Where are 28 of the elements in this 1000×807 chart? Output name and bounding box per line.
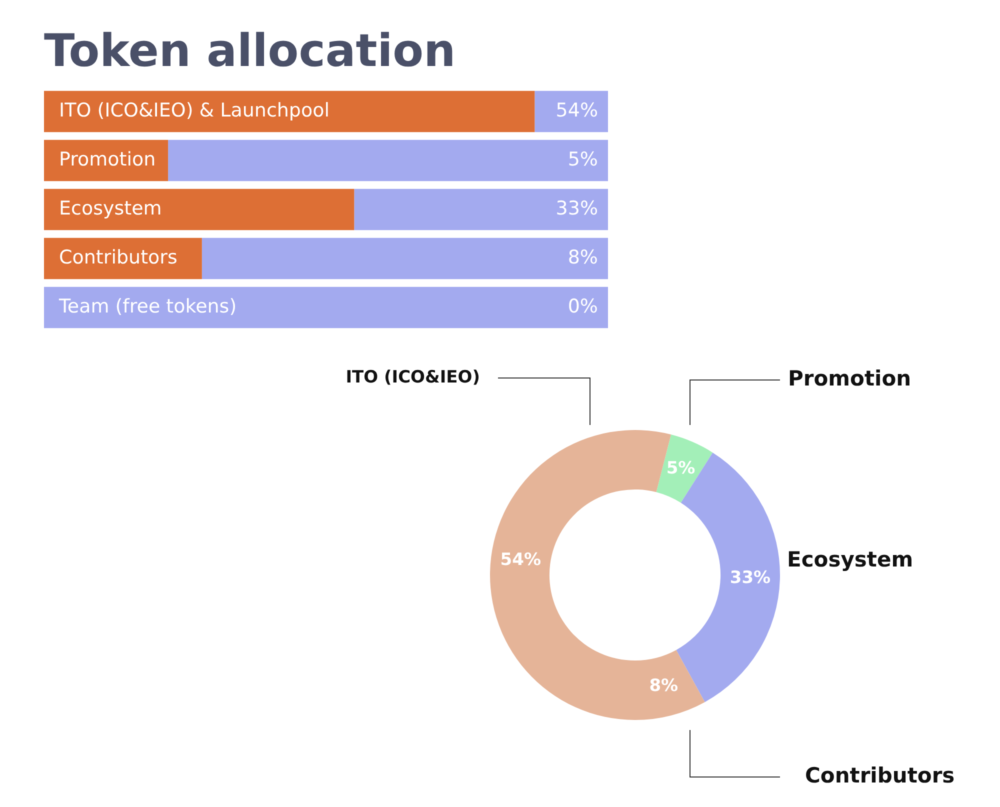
y-tick-label: Ecosystem [59,197,162,220]
annotation: 8% [568,246,598,268]
y-tick-label: Contributors [59,246,178,268]
annotation: 54% [556,99,598,122]
annotation: 33% [556,197,598,220]
annotation: 0% [568,295,598,318]
bar [44,286,608,328]
bar [44,90,535,132]
bar [44,238,202,280]
bar [44,188,354,230]
bar [44,140,168,182]
slice-label: Promotion [788,366,912,390]
data-label: 8% [649,676,678,696]
bar [168,140,608,182]
slice-label: Contributors [805,763,955,788]
bar [202,238,608,280]
slice-label: Ecosystem [787,547,914,572]
y-tick-label: ITO (ICO&IEO) & Launchpool [59,99,330,122]
bar [354,188,608,230]
slice-label: ITO (ICO&IEO) [346,367,480,388]
annotation: 5% [568,148,598,170]
bar [534,90,608,132]
y-tick-label: Promotion [59,148,156,170]
data-label: 5% [666,458,696,479]
chart-title: Token allocation [44,24,456,77]
data-label: 54% [500,550,541,570]
y-tick-label: Team (free tokens) [58,295,237,318]
data-label: 33% [730,568,771,588]
